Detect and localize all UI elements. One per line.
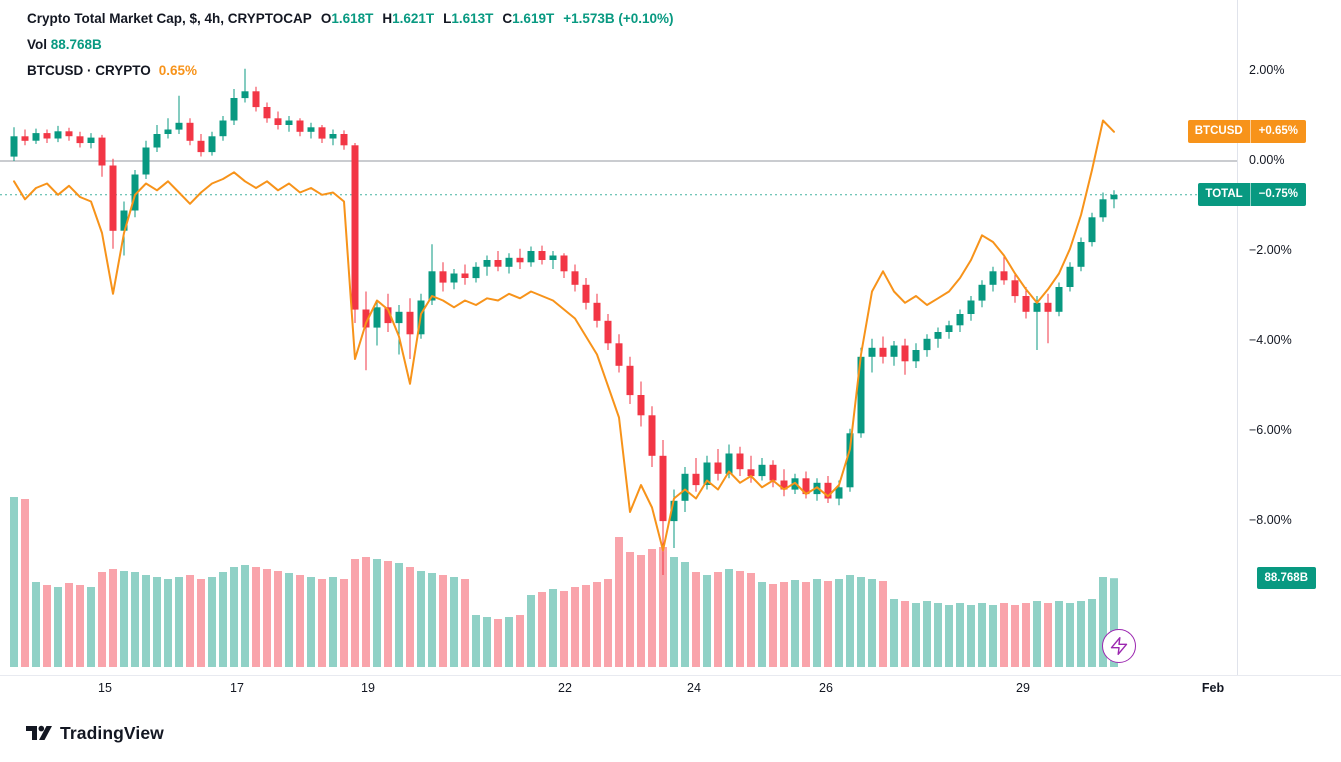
lightning-icon [1110, 636, 1128, 656]
tradingview-attribution[interactable]: TradingView [25, 721, 164, 745]
y-axis-label: −4.00% [1249, 333, 1292, 347]
price-chart-canvas[interactable] [0, 0, 1341, 675]
y-axis-label: 0.00% [1249, 153, 1285, 167]
compare-symbol-title[interactable]: BTCUSD · CRYPTO [27, 63, 151, 78]
time-axis[interactable]: 15 17 19 22 24 26 29 Feb [0, 676, 1341, 704]
x-axis-label: 19 [361, 681, 375, 695]
quick-trade-button[interactable] [1102, 629, 1136, 663]
y-axis-label: −6.00% [1249, 423, 1292, 437]
tradingview-logo-icon [26, 725, 52, 740]
price-axis[interactable]: 2.00% 0.00% −2.00% −4.00% −6.00% −8.00% [1238, 0, 1341, 675]
x-axis-label: 17 [230, 681, 244, 695]
chart-legend: Crypto Total Market Cap, $, 4h, CRYPTOCA… [27, 6, 674, 84]
total-axis-badge: TOTAL −0.75% [1198, 182, 1306, 206]
btcusd-badge-value: +0.65% [1249, 119, 1306, 143]
ohlc-low: L1.613T [443, 11, 494, 26]
btcusd-badge-label: BTCUSD [1194, 125, 1243, 138]
x-axis-label: Feb [1201, 681, 1225, 695]
compare-change-value: 0.65% [158, 63, 198, 78]
symbol-title[interactable]: Crypto Total Market Cap, $, 4h, CRYPTOCA… [27, 11, 312, 26]
total-badge-value: −0.75% [1249, 182, 1306, 206]
change-value: +1.573B (+0.10%) [563, 11, 674, 26]
axis-separator-vertical [1237, 0, 1238, 675]
x-axis-label: 24 [687, 681, 701, 695]
x-axis-label: 29 [1016, 681, 1030, 695]
ohlc-close: C1.619T [502, 11, 555, 26]
volume-label: Vol [27, 37, 47, 52]
axis-separator-horizontal [0, 675, 1341, 676]
btcusd-axis-badge: BTCUSD +0.65% [1187, 119, 1306, 143]
ohlc-open: O1.618T [320, 11, 374, 26]
tradingview-wordmark: TradingView [60, 722, 164, 743]
y-axis-label: −2.00% [1249, 243, 1292, 257]
total-badge-label: TOTAL [1205, 188, 1243, 201]
y-axis-label: 2.00% [1249, 63, 1285, 77]
legend-row-volume: Vol 88.768B [27, 32, 674, 58]
legend-row-compare: BTCUSD · CRYPTO 0.65% [27, 58, 674, 84]
volume-axis-badge: 88.768B [1256, 567, 1316, 590]
y-axis-label: −8.00% [1249, 513, 1292, 527]
x-axis-label: 26 [819, 681, 833, 695]
legend-row-symbol: Crypto Total Market Cap, $, 4h, CRYPTOCA… [27, 6, 674, 32]
x-axis-label: 22 [558, 681, 572, 695]
ohlc-high: H1.621T [382, 11, 435, 26]
x-axis-label: 15 [98, 681, 112, 695]
volume-value: 88.768B [50, 37, 102, 52]
